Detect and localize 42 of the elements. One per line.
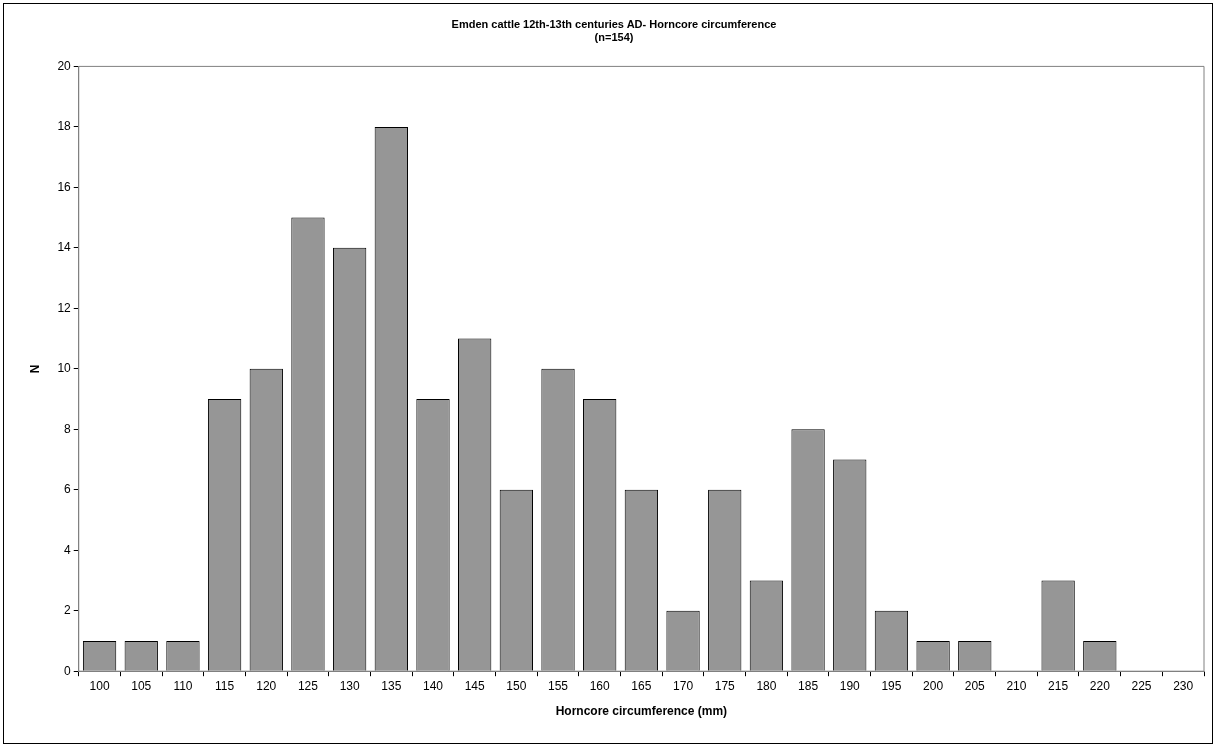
x-tick-label: 230 [1173, 678, 1194, 693]
y-tick-label: 18 [57, 119, 72, 134]
x-tick-label: 150 [506, 678, 527, 693]
x-tick-label: 105 [131, 678, 152, 693]
y-tick-label: 10 [57, 361, 72, 376]
x-tick-label: 195 [881, 678, 902, 693]
x-tick-label: 125 [297, 678, 319, 693]
x-axis-title: Horncore circumference (mm) [555, 704, 728, 719]
x-tick-label: 110 [173, 678, 193, 693]
x-tick-label: 180 [756, 678, 777, 693]
x-tick-label: 200 [923, 678, 944, 693]
x-tick-label: 225 [1131, 678, 1152, 693]
y-tick-label: 12 [57, 300, 72, 315]
y-tick-label: 4 [64, 542, 72, 557]
x-tick-label: 210 [1006, 678, 1027, 693]
x-tick-label: 185 [798, 678, 819, 693]
y-tick-label: 8 [64, 421, 72, 436]
y-tick-label: 0 [64, 663, 72, 678]
y-axis-title: N [27, 364, 42, 374]
x-tick-label: 120 [256, 678, 277, 693]
x-tick-label: 115 [215, 678, 235, 693]
y-tick-label: 20 [57, 58, 72, 73]
y-tick-label: 16 [57, 179, 72, 194]
x-tick-label: 100 [89, 678, 110, 693]
x-tick-label: 215 [1048, 678, 1069, 693]
y-tick-label: 6 [64, 482, 72, 497]
x-tick-label: 175 [714, 678, 736, 693]
x-tick-label: 145 [464, 678, 485, 693]
x-tick-label: 205 [964, 678, 986, 693]
x-tick-label: 135 [381, 678, 402, 693]
chart-title: Emden cattle 12th-13th centuries AD- Horncore circumference [451, 17, 777, 30]
x-tick-label: 160 [589, 678, 611, 693]
x-tick-label: 165 [631, 678, 652, 693]
y-tick-label: 2 [64, 603, 72, 618]
chart-subtitle: (n=154) [594, 30, 634, 43]
x-tick-label: 155 [548, 678, 569, 693]
x-tick-label: 140 [422, 678, 444, 693]
x-tick-label: 170 [673, 678, 694, 693]
x-tick-label: 130 [339, 678, 360, 693]
x-tick-label: 220 [1089, 678, 1111, 693]
y-tick-label: 14 [57, 240, 72, 255]
x-tick-label: 190 [839, 678, 861, 693]
